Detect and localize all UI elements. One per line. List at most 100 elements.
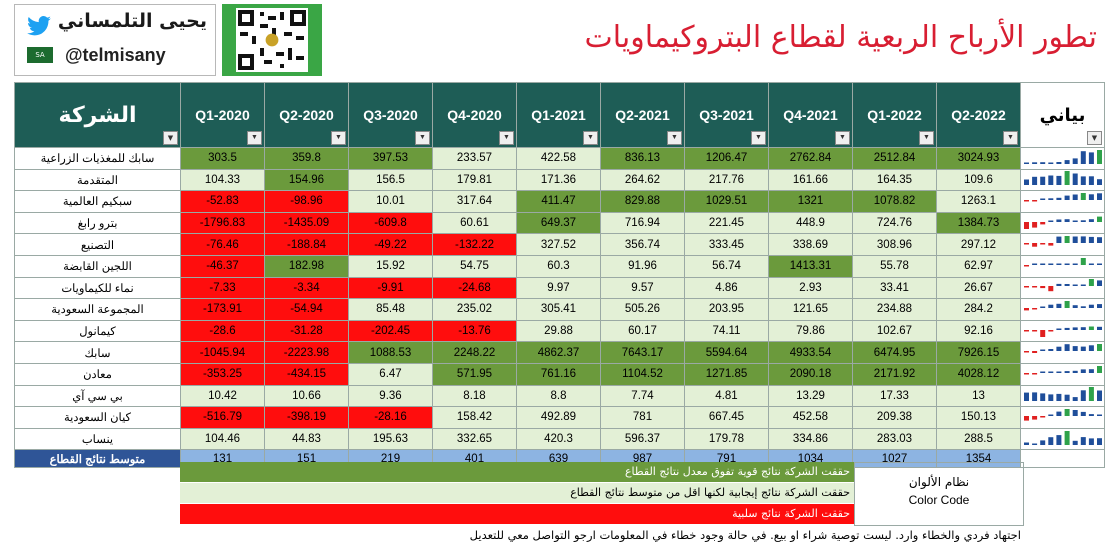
- sparkline-bar: [1096, 263, 1102, 265]
- header-row: الشركة ▼ Q1-2020 ▼ Q2-2020 ▼ Q3-2020 ▼ Q4-2020 ▼ Q…: [14, 82, 1105, 148]
- sparkline-bar: [1088, 176, 1094, 186]
- sparkline: [1023, 257, 1102, 267]
- sparkline-bar: [1039, 198, 1045, 200]
- sparkline-cell: [1020, 298, 1105, 321]
- column-header-q3-2020: Q3-2020 ▼: [348, 82, 433, 148]
- sparkline: [1023, 171, 1102, 186]
- sparkline-bar: [1023, 392, 1029, 402]
- sparkline-bar: [1064, 171, 1070, 186]
- sparkline-bar: [1047, 243, 1053, 246]
- company-name: ينساب: [14, 427, 181, 451]
- sparkline-bar: [1023, 286, 1029, 288]
- filter-dropdown-icon[interactable]: ▼: [1087, 131, 1102, 145]
- sparkline-bar: [1055, 434, 1061, 445]
- sparkline-bar: [1039, 371, 1045, 373]
- quarter-value-cell: -188.84: [264, 233, 349, 256]
- quarter-value-cell: 17.33: [852, 384, 937, 408]
- sparkline-bar: [1064, 370, 1070, 373]
- sparkline-bar: [1080, 390, 1086, 402]
- company-name: التصنيع: [14, 233, 181, 256]
- column-header-label: بياني: [1039, 104, 1086, 126]
- quarter-value-cell: 10.01: [348, 190, 433, 213]
- sparkline-cell: [1020, 362, 1105, 386]
- sparkline-bar: [1080, 192, 1086, 200]
- quarter-value-cell: 9.97: [516, 276, 601, 300]
- filter-dropdown-icon[interactable]: ▼: [667, 131, 682, 145]
- twitter-bird-icon: [27, 16, 51, 36]
- sparkline-bar: [1047, 371, 1053, 373]
- filter-dropdown-icon[interactable]: ▼: [751, 131, 766, 145]
- filter-dropdown-icon[interactable]: ▼: [499, 131, 514, 145]
- quarter-value-cell: 667.45: [684, 406, 769, 429]
- color-code-box: نظام الألوان Color Code: [854, 462, 1024, 526]
- table-row: المتقدمة 104.33 154.96 156.5 179.81 171.36 264…: [14, 168, 1105, 192]
- sparkline-bar: [1031, 443, 1037, 445]
- quarter-value-cell: 182.98: [264, 254, 349, 278]
- filter-dropdown-icon[interactable]: ▼: [331, 131, 346, 145]
- quarter-value-cell: -24.68: [432, 276, 517, 300]
- filter-dropdown-icon[interactable]: ▼: [163, 131, 178, 145]
- quarter-value-cell: 233.57: [432, 147, 517, 170]
- quarter-value-cell: 338.69: [768, 233, 853, 256]
- sparkline-bar: [1096, 344, 1102, 352]
- quarter-value-cell: 209.38: [852, 406, 937, 429]
- filter-dropdown-icon[interactable]: ▼: [919, 131, 934, 145]
- quarter-value-cell: 9.36: [348, 384, 433, 408]
- quarter-value-cell: 217.76: [684, 168, 769, 192]
- column-header-q4-2021: Q4-2021 ▼: [768, 82, 853, 148]
- sparkline-bar: [1096, 304, 1102, 308]
- quarter-value-cell: 2.93: [768, 276, 853, 300]
- earnings-table: الشركة ▼ Q1-2020 ▼ Q2-2020 ▼ Q3-2020 ▼ Q4-2020 ▼ Q…: [14, 82, 1105, 469]
- quarter-value-cell: 121.65: [768, 298, 853, 321]
- filter-dropdown-icon[interactable]: ▼: [415, 131, 430, 145]
- sparkline-bar: [1096, 326, 1102, 330]
- filter-dropdown-icon[interactable]: ▼: [1003, 131, 1018, 145]
- company-name: سبكيم العالمية: [14, 190, 181, 213]
- sparkline-bar: [1031, 243, 1037, 247]
- quarter-value-cell: 1104.52: [600, 362, 685, 386]
- quarter-value-cell: 1263.1: [936, 190, 1021, 213]
- filter-dropdown-icon[interactable]: ▼: [835, 131, 850, 145]
- sparkline-bar: [1031, 263, 1037, 265]
- sparkline-bar: [1080, 306, 1086, 308]
- sparkline-bar: [1072, 263, 1078, 265]
- sparkline-bar: [1055, 394, 1061, 402]
- column-header-q1-2021: Q1-2021 ▼: [516, 82, 601, 148]
- sparkline-bar: [1031, 351, 1037, 354]
- filter-dropdown-icon[interactable]: ▼: [583, 131, 598, 145]
- quarter-value-cell: -46.37: [180, 254, 265, 278]
- filter-dropdown-icon[interactable]: ▼: [247, 131, 262, 145]
- sparkline-bar: [1088, 194, 1094, 200]
- quarter-value-cell: 164.35: [852, 168, 937, 192]
- sparkline-cell: [1020, 319, 1105, 343]
- sparkline-bar: [1064, 327, 1070, 330]
- quarter-value-cell: 359.8: [264, 147, 349, 170]
- sparkline-bar: [1096, 390, 1102, 402]
- quarter-value-cell: 571.95: [432, 362, 517, 386]
- sparkline-cell: [1020, 384, 1105, 408]
- sparkline-bar: [1072, 305, 1078, 308]
- quarter-value-cell: 102.67: [852, 319, 937, 343]
- sparkline-bar: [1072, 284, 1078, 287]
- quarter-value-cell: 2762.84: [768, 147, 853, 170]
- column-header-label: Q3-2021: [699, 107, 754, 123]
- quarter-value-cell: -28.6: [180, 319, 265, 343]
- quarter-value-cell: 235.02: [432, 298, 517, 321]
- sparkline-bar: [1080, 346, 1086, 352]
- sparkline-bar: [1047, 414, 1053, 416]
- quarter-value-cell: 4862.37: [516, 341, 601, 364]
- column-header-label: Q2-2021: [615, 107, 670, 123]
- company-name: كيان السعودية: [14, 406, 181, 429]
- sparkline-bar: [1031, 392, 1037, 402]
- quarter-value-cell: 781: [600, 406, 685, 429]
- quarter-value-cell: 74.11: [684, 319, 769, 343]
- column-header-label: الشركة: [58, 102, 137, 128]
- sparkline-bar: [1088, 326, 1094, 330]
- quarter-value-cell: 6474.95: [852, 341, 937, 364]
- sparkline-bar: [1023, 243, 1029, 245]
- quarter-value-cell: 15.92: [348, 254, 433, 278]
- quarter-value-cell: 1271.85: [684, 362, 769, 386]
- sparkline-bar: [1064, 300, 1070, 308]
- quarter-value-cell: -13.76: [432, 319, 517, 343]
- sparkline-bar: [1088, 437, 1094, 445]
